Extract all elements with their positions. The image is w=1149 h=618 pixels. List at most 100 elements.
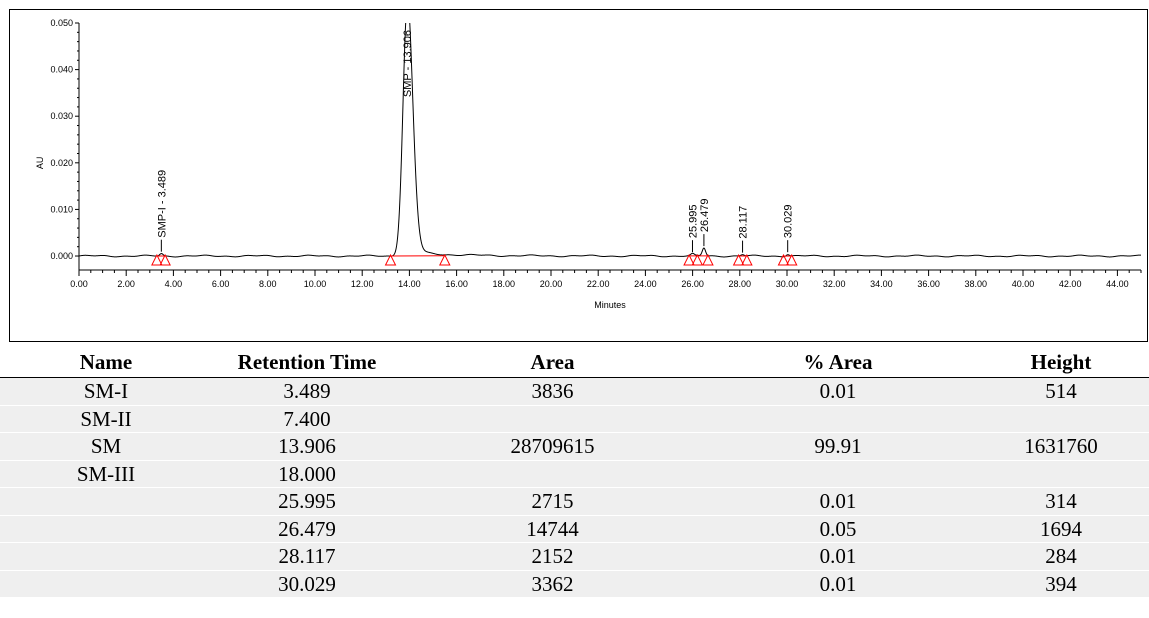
cell-height: 284 (1045, 544, 1077, 568)
y-tick-label: 0.000 (50, 251, 73, 261)
cell-retention-time: 13.906 (278, 434, 336, 458)
x-axis-title: Minutes (594, 300, 626, 310)
y-tick-label: 0.020 (50, 158, 73, 168)
cell-area: 28709615 (510, 434, 595, 458)
table-row: 25.995 2715 0.01 314 (0, 488, 1149, 516)
cell-name: SM-II (80, 406, 132, 431)
y-tick-label: 0.040 (50, 65, 73, 75)
peak-label: 30.029 (783, 204, 795, 238)
cell-percent-area: 0.01 (819, 571, 857, 596)
cell-percent-area: 0.01 (819, 379, 857, 403)
peak-label: 26.479 (699, 198, 711, 232)
cell-retention-time: 26.479 (278, 516, 336, 541)
cell-name (0, 516, 212, 543)
cell-percent-area: 99.91 (814, 434, 862, 458)
table-body: SM-I 3.489 3836 0.01 514 SM-II 7.400 SM … (0, 378, 1149, 598)
cell-name: SM (90, 434, 122, 458)
table-row: 26.479 14744 0.05 1694 (0, 515, 1149, 543)
y-tick-label: 0.010 (50, 204, 73, 214)
table-row: 28.117 2152 0.01 284 (0, 543, 1149, 571)
y-tick-label: 0.030 (50, 111, 73, 121)
cell-name: SM-III (76, 461, 136, 486)
cell-retention-time: 28.117 (278, 544, 336, 568)
table-row: SM-I 3.489 3836 0.01 514 (0, 378, 1149, 406)
cell-retention-time: 25.995 (278, 489, 336, 513)
cell-retention-time: 18.000 (278, 461, 336, 486)
x-tick-label: 40.00 (1012, 279, 1035, 289)
x-tick-label: 0.00 (70, 279, 88, 289)
x-tick-label: 34.00 (870, 279, 893, 289)
integration-marker (691, 253, 704, 266)
cell-percent-area: 0.01 (819, 544, 857, 568)
x-tick-label: 4.00 (165, 279, 183, 289)
x-tick-label: 36.00 (917, 279, 940, 289)
header-name: Name (79, 350, 133, 374)
cell-area (402, 406, 703, 433)
x-tick-label: 30.00 (776, 279, 799, 289)
cell-area (402, 461, 703, 488)
integration-marker (785, 253, 798, 266)
cell-percent-area: 0.01 (819, 489, 857, 513)
integration-marker (702, 253, 714, 266)
x-tick-label: 2.00 (117, 279, 135, 289)
cell-percent-area (703, 406, 973, 433)
chromatogram-chart: 0.000 0.010 0.020 0.030 0.040 0.050 0.00 2.00 4.… (35, 18, 1142, 310)
cell-retention-time: 3.489 (283, 379, 331, 403)
peak-label: SMP - 13.906 (402, 30, 414, 97)
table-row: SM-II 7.400 (0, 405, 1149, 433)
x-tick-label: 8.00 (259, 279, 277, 289)
integration-marker (732, 253, 745, 266)
x-tick-label: 44.00 (1106, 279, 1129, 289)
y-axis-title: AU (35, 157, 45, 170)
cell-name: SM-I (83, 379, 129, 403)
x-tick-label: 10.00 (304, 279, 327, 289)
cell-area: 3362 (531, 571, 574, 596)
cell-name (0, 543, 212, 570)
table-row: SM-III 18.000 (0, 460, 1149, 488)
peak-results-table: Name Retention Time Area % Area Height S… (0, 347, 1149, 598)
x-tick-label: 18.00 (493, 279, 516, 289)
table-row: SM 13.906 28709615 99.91 1631760 (0, 433, 1149, 461)
cell-name (0, 571, 212, 598)
integration-marker (159, 253, 171, 266)
cell-area: 2152 (531, 544, 574, 568)
cell-height: 394 (1045, 571, 1077, 596)
cell-height: 1694 (1040, 516, 1082, 541)
chromatogram-panel: 0.000 0.010 0.020 0.030 0.040 0.050 0.00 2.00 4.… (9, 9, 1148, 342)
x-tick-label: 26.00 (681, 279, 704, 289)
x-tick-label: 20.00 (540, 279, 563, 289)
peak-label: SMP-I - 3.489 (156, 170, 168, 238)
cell-name (0, 488, 212, 515)
integration-marker (438, 253, 451, 266)
cell-height (973, 461, 1149, 488)
x-tick-label: 42.00 (1059, 279, 1082, 289)
table-row: 30.029 3362 0.01 394 (0, 570, 1149, 598)
header-retention-time: Retention Time (237, 350, 377, 374)
chromatogram-trace (79, 23, 1141, 258)
cell-height: 1631760 (1024, 434, 1098, 458)
cell-height (973, 406, 1149, 433)
cell-retention-time: 7.400 (283, 406, 331, 431)
x-tick-label: 24.00 (634, 279, 657, 289)
x-tick-label: 12.00 (351, 279, 374, 289)
integration-marker (683, 253, 695, 266)
x-tick-label: 16.00 (445, 279, 468, 289)
cell-height: 314 (1045, 489, 1077, 513)
integration-marker (384, 253, 397, 266)
x-tick-label: 6.00 (212, 279, 230, 289)
cell-percent-area (703, 461, 973, 488)
integration-marker (741, 253, 753, 266)
peak-label: 28.117 (738, 206, 750, 239)
cell-area: 2715 (531, 489, 574, 513)
x-tick-label: 22.00 (587, 279, 610, 289)
table-header-row: Name Retention Time Area % Area Height (0, 347, 1149, 378)
cell-height: 514 (1045, 379, 1077, 403)
cell-retention-time: 30.029 (278, 571, 336, 596)
header-height: Height (1030, 350, 1092, 374)
x-tick-label: 32.00 (823, 279, 846, 289)
x-tick-label: 28.00 (729, 279, 752, 289)
integration-marker (777, 253, 790, 266)
x-tick-label: 14.00 (398, 279, 421, 289)
y-tick-label: 0.050 (50, 18, 73, 28)
header-percent-area: % Area (803, 350, 873, 374)
